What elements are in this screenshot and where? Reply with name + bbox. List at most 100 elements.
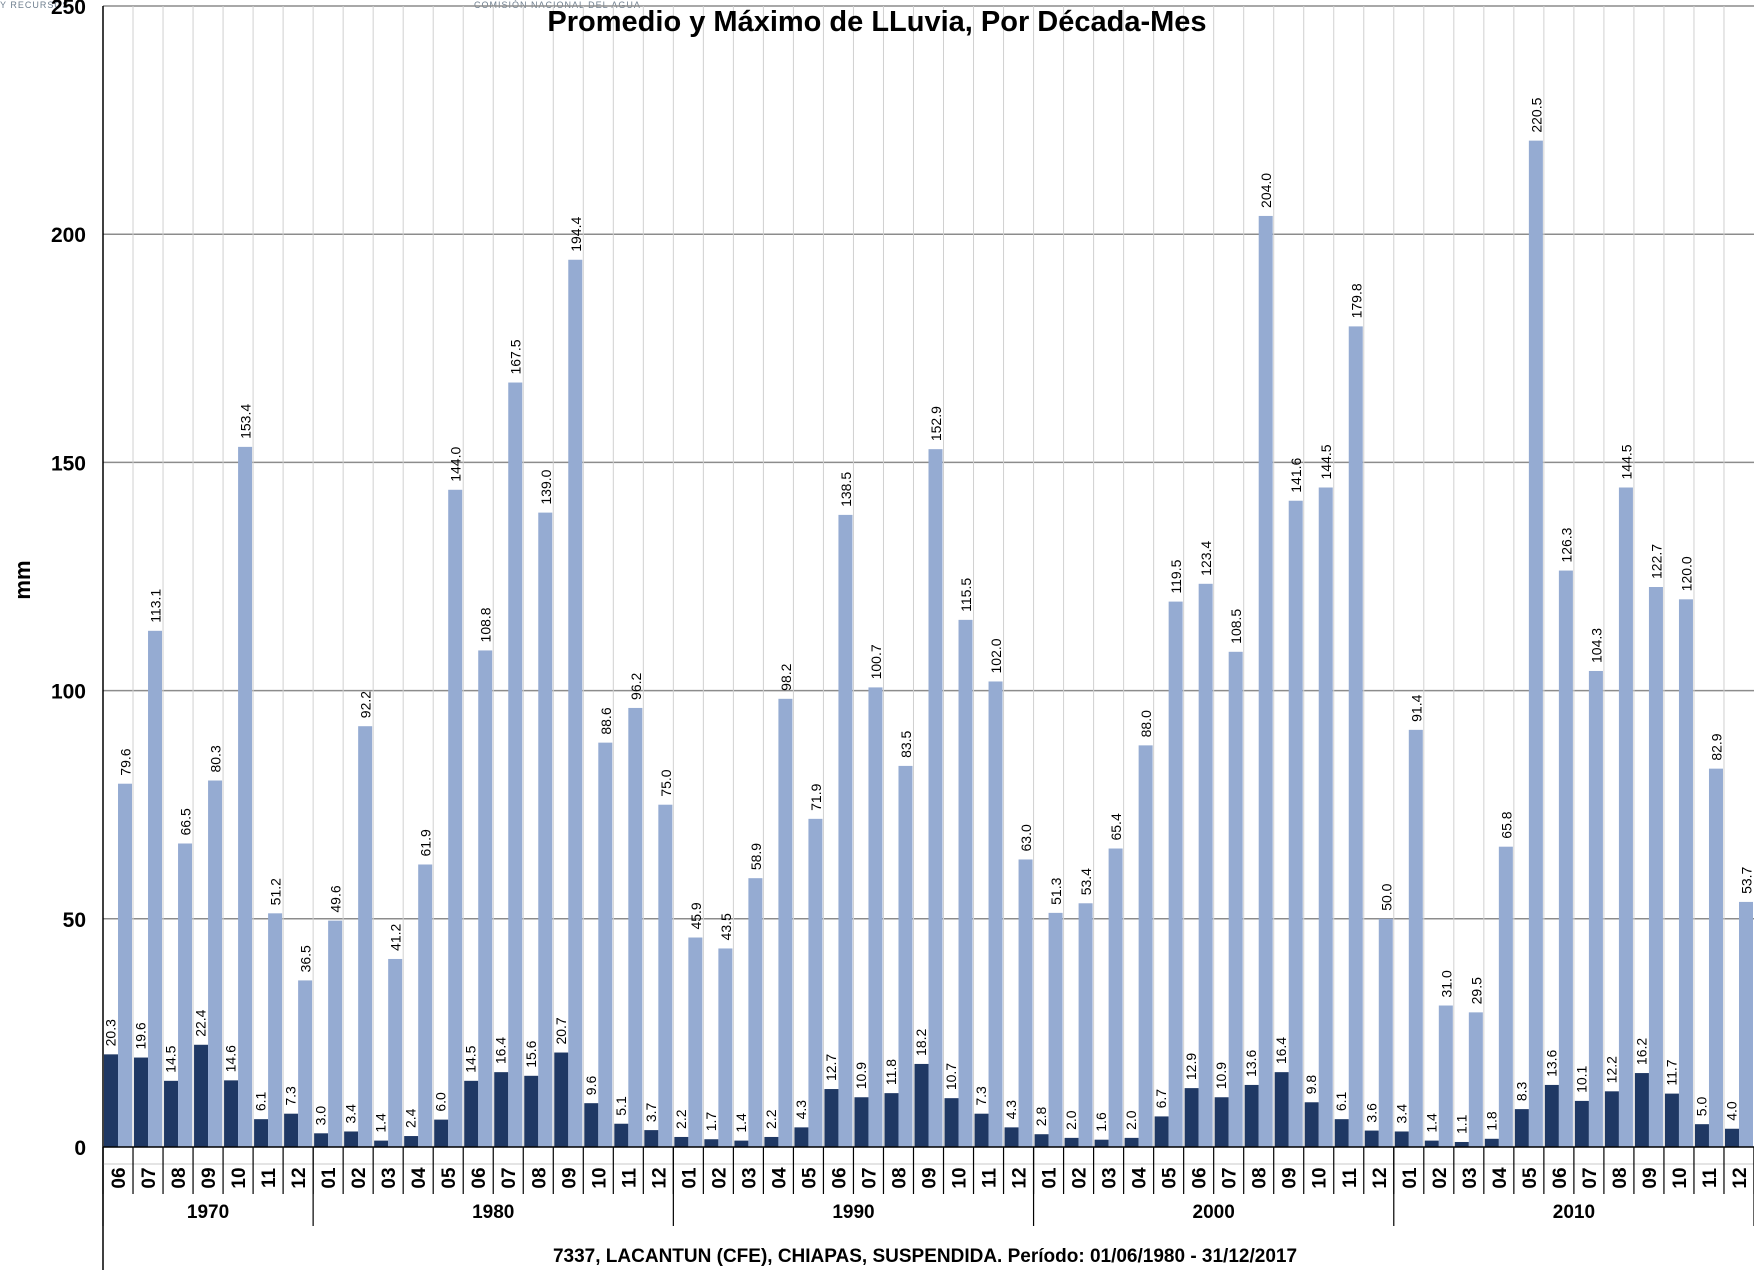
x-tick-month: 05: [1520, 1167, 1541, 1189]
data-label-promedio: 1.4: [373, 1113, 389, 1133]
data-label-promedio: 2.2: [763, 1109, 779, 1129]
data-label-maximo: 152.9: [928, 406, 944, 441]
data-label-maximo: 80.3: [208, 745, 224, 772]
bar-maximo: [568, 259, 583, 1147]
x-tick-month: 01: [679, 1167, 700, 1189]
bar-maximo: [1318, 487, 1333, 1147]
bar-promedio: [464, 1080, 479, 1147]
bar-promedio: [1484, 1138, 1499, 1147]
data-label-maximo: 115.5: [958, 578, 974, 612]
bar-promedio: [1184, 1088, 1199, 1147]
x-tick-month: 08: [1250, 1167, 1271, 1188]
bar-promedio: [1364, 1130, 1379, 1147]
x-tick-decade: 1980: [472, 1202, 514, 1223]
x-tick-month: 07: [499, 1167, 520, 1188]
data-label-maximo: 51.3: [1048, 877, 1064, 904]
bar-promedio: [224, 1080, 239, 1147]
data-labels: 20.3 79.6 19.6 113.1 14.5 66.5 22.4 80.3 14.6 153…: [103, 97, 1754, 1134]
bar-promedio: [1304, 1102, 1319, 1147]
data-label-promedio: 2.8: [1033, 1107, 1049, 1127]
x-tick-month: 12: [1730, 1167, 1751, 1188]
bar-maximo: [268, 913, 283, 1147]
x-tick-month: 06: [1550, 1167, 1571, 1188]
bar-promedio: [344, 1131, 359, 1147]
bar-promedio: [1544, 1084, 1559, 1147]
data-label-maximo: 126.3: [1558, 527, 1574, 562]
data-label-maximo: 58.9: [748, 843, 764, 870]
bar-maximo: [1138, 745, 1153, 1147]
semarnat-logo: Y RECURSOS NATURALES: [0, 0, 95, 8]
x-tick-month: 09: [559, 1167, 580, 1188]
y-tick-label: 200: [51, 224, 86, 247]
bar-promedio: [524, 1075, 539, 1147]
bar-maximo: [1498, 846, 1513, 1147]
data-label-promedio: 6.7: [1153, 1089, 1169, 1109]
bar-maximo: [1198, 583, 1213, 1147]
bar-promedio: [1004, 1127, 1019, 1147]
data-label-maximo: 108.8: [478, 607, 494, 642]
x-tick-month: 12: [289, 1167, 310, 1188]
data-label-maximo: 98.2: [778, 663, 794, 690]
bar-maximo: [418, 864, 433, 1147]
data-label-maximo: 108.5: [1228, 609, 1244, 644]
x-tick-month: 10: [1310, 1167, 1331, 1188]
bar-maximo: [478, 650, 493, 1147]
conagua-logo: COMISIÓN NACIONAL DEL AGUA: [474, 0, 804, 8]
bar-maximo: [1408, 729, 1423, 1147]
x-tick-month: 08: [529, 1167, 550, 1188]
data-label-maximo: 31.0: [1438, 970, 1454, 997]
bar-promedio: [284, 1113, 299, 1147]
bar-maximo: [868, 687, 883, 1147]
bar-maximo: [118, 783, 133, 1147]
bar-promedio: [1034, 1134, 1049, 1147]
data-label-maximo: 43.5: [718, 913, 734, 940]
bar-maximo: [778, 698, 793, 1147]
data-label-maximo: 122.7: [1648, 544, 1664, 579]
data-label-maximo: 83.5: [898, 730, 914, 757]
bar-promedio: [1454, 1141, 1469, 1147]
data-label-maximo: 138.5: [838, 472, 854, 507]
x-tick-month: 11: [259, 1168, 280, 1189]
x-tick-decade: 1970: [187, 1202, 229, 1223]
x-tick-month: 06: [109, 1167, 130, 1188]
bar-promedio: [704, 1139, 719, 1147]
data-label-maximo: 179.8: [1348, 283, 1364, 318]
bar-promedio: [1394, 1131, 1409, 1147]
y-tick-label: 100: [51, 681, 86, 704]
bar-promedio: [104, 1054, 119, 1147]
data-label-promedio: 18.2: [913, 1028, 929, 1055]
x-tick-month: 04: [769, 1167, 790, 1189]
bar-maximo: [1018, 859, 1033, 1147]
bar-maximo: [1048, 912, 1063, 1147]
x-tick-month: 09: [920, 1167, 941, 1188]
bar-promedio: [254, 1119, 269, 1147]
data-label-maximo: 100.7: [868, 644, 884, 679]
x-tick-decade: 2010: [1553, 1202, 1595, 1223]
data-label-maximo: 82.9: [1708, 733, 1724, 760]
x-tick-month: 05: [1160, 1167, 1181, 1189]
x-tick-month: 09: [199, 1167, 220, 1188]
data-label-maximo: 141.6: [1288, 457, 1304, 492]
bar-promedio: [854, 1097, 869, 1147]
x-tick-month: 02: [1070, 1167, 1091, 1188]
bar-maximo: [988, 681, 1003, 1147]
logo-right-text: COMISIÓN NACIONAL DEL AGUA: [474, 0, 641, 8]
bar-promedio: [944, 1098, 959, 1147]
bar-maximo: [1438, 1005, 1453, 1147]
data-label-maximo: 63.0: [1018, 824, 1034, 851]
bar-promedio: [494, 1072, 509, 1147]
bar-maximo: [658, 804, 673, 1147]
data-label-promedio: 12.9: [1183, 1053, 1199, 1080]
data-label-promedio: 14.5: [163, 1045, 179, 1072]
data-label-maximo: 153.4: [238, 404, 254, 439]
x-tick-month: 01: [1040, 1167, 1061, 1189]
x-tick-month: 07: [1220, 1167, 1241, 1188]
bar-promedio: [1514, 1109, 1529, 1147]
x-tick-month: 10: [1670, 1167, 1691, 1188]
bar-promedio: [884, 1093, 899, 1147]
x-tick-month: 11: [980, 1168, 1001, 1189]
x-tick-month: 04: [409, 1167, 430, 1189]
data-label-maximo: 88.6: [598, 707, 614, 734]
